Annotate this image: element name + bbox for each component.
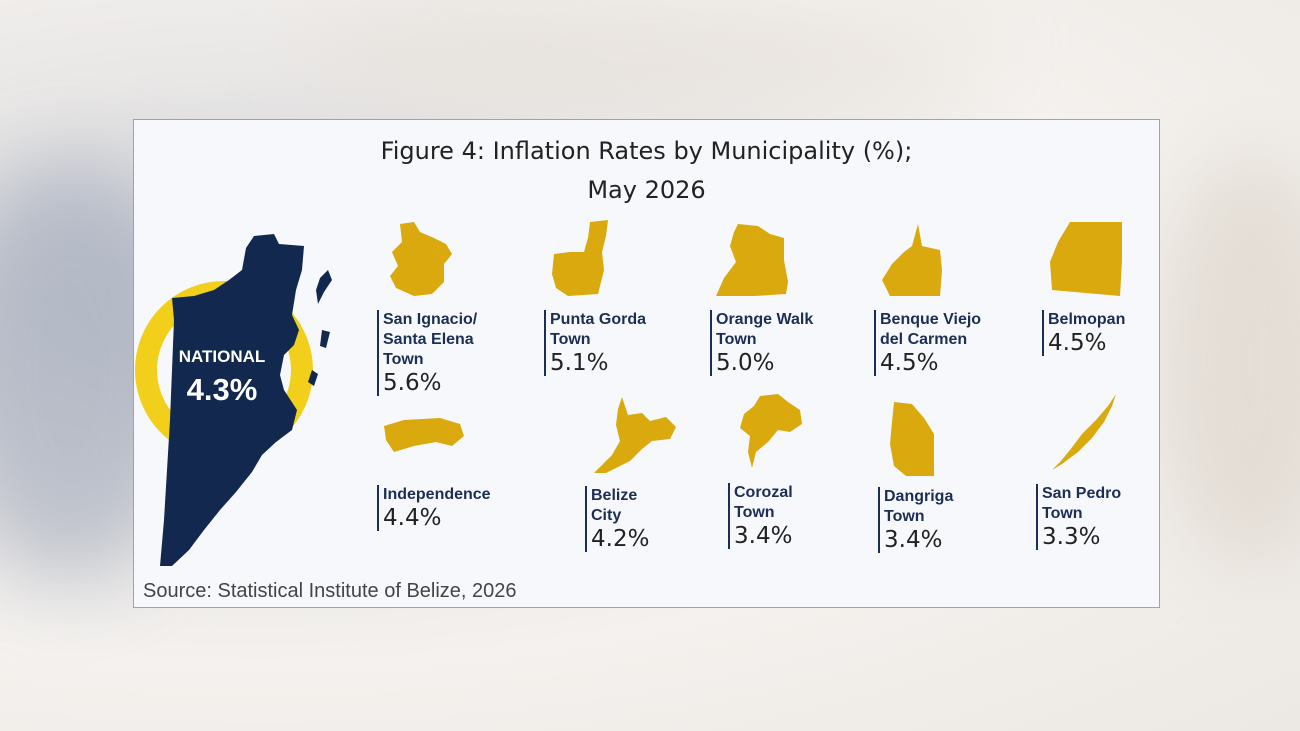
national-map: NATIONAL 4.3%: [135, 234, 332, 566]
belmopan-shape-icon: [1050, 222, 1122, 296]
municipality-value: 3.3%: [1042, 524, 1101, 550]
municipality-name: Belize City: [591, 487, 638, 524]
caye-icon: [316, 270, 332, 304]
municipality-name: Dangriga Town: [884, 488, 954, 525]
punta-gorda-shape-icon: [552, 220, 608, 296]
label-independence: Independence 4.4%: [377, 485, 491, 531]
belize-map-icon: [160, 234, 304, 566]
orange-walk-shape-icon: [716, 224, 788, 296]
label-corozal: Corozal Town 3.4%: [728, 483, 793, 549]
figure-title: Figure 4: Inflation Rates by Municipalit…: [380, 137, 913, 165]
figure-subtitle: May 2026: [587, 176, 706, 204]
label-belize-city: Belize City 4.2%: [585, 486, 649, 552]
municipality-name: Punta Gorda Town: [550, 311, 647, 348]
label-san-ignacio: San Ignacio/ Santa Elena Town 5.6%: [377, 310, 477, 396]
dangriga-shape-icon: [890, 402, 934, 476]
source-note: Source: Statistical Institute of Belize,…: [143, 580, 517, 602]
independence-shape-icon: [384, 418, 464, 452]
corozal-shape-icon: [740, 394, 802, 468]
municipality-name: Independence: [383, 486, 491, 503]
caye-icon: [320, 330, 330, 348]
municipality-value: 3.4%: [734, 523, 793, 549]
municipality-value: 5.0%: [716, 350, 775, 376]
municipality-value: 4.5%: [880, 350, 939, 376]
municipality-value: 4.4%: [383, 505, 442, 531]
national-value: 4.3%: [187, 372, 258, 407]
label-benque-viejo: Benque Viejo del Carmen 4.5%: [874, 310, 981, 376]
label-dangriga: Dangriga Town 3.4%: [878, 487, 953, 553]
municipality-name: San Pedro Town: [1042, 485, 1122, 522]
municipality-value: 3.4%: [884, 527, 943, 553]
san-pedro-shape-icon: [1052, 394, 1116, 470]
municipality-name: Orange Walk Town: [716, 311, 814, 348]
municipality-value: 4.5%: [1048, 330, 1107, 356]
municipality-name: Corozal Town: [734, 484, 793, 521]
municipality-name: Benque Viejo del Carmen: [880, 311, 982, 348]
caye-icon: [308, 370, 318, 386]
san-ignacio-shape-icon: [390, 222, 452, 296]
label-punta-gorda: Punta Gorda Town 5.1%: [544, 310, 646, 376]
national-label: NATIONAL: [179, 347, 266, 366]
figure-card: Figure 4: Inflation Rates by Municipalit…: [133, 119, 1160, 608]
municipality-name: Belmopan: [1048, 311, 1126, 328]
label-orange-walk: Orange Walk Town 5.0%: [710, 310, 813, 376]
label-belmopan: Belmopan 4.5%: [1042, 310, 1125, 356]
label-san-pedro: San Pedro Town 3.3%: [1036, 484, 1121, 550]
municipality-value: 5.6%: [383, 370, 442, 396]
municipality-value: 5.1%: [550, 350, 609, 376]
benque-viejo-shape-icon: [882, 224, 942, 296]
municipality-name: San Ignacio/ Santa Elena Town: [383, 311, 478, 368]
belize-city-shape-icon: [594, 397, 676, 473]
municipality-value: 4.2%: [591, 526, 650, 552]
